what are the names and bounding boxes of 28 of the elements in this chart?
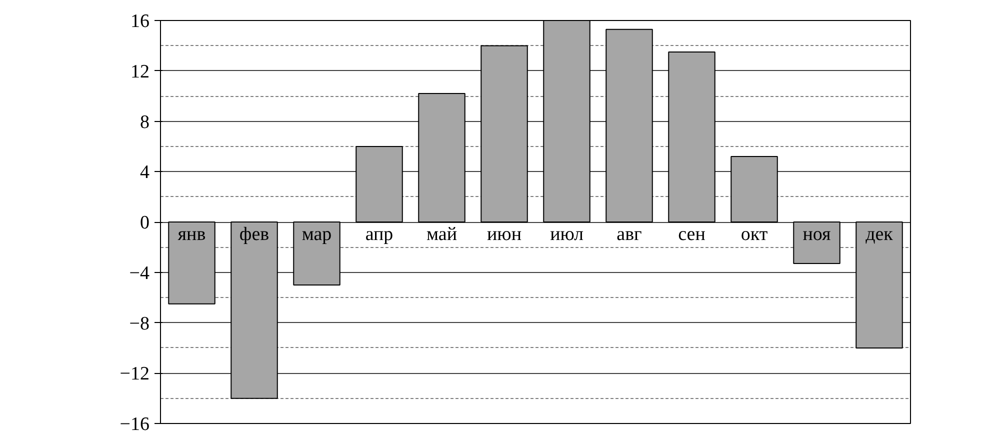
x-tick-label: июл	[550, 224, 584, 245]
y-tick-label: −16	[120, 414, 150, 435]
x-tick-label: ноя	[802, 224, 832, 245]
bar	[293, 222, 340, 286]
x-tick-label: авг	[616, 224, 642, 245]
x-tick-label: мар	[302, 224, 332, 245]
x-tick-label: июн	[486, 224, 522, 245]
x-tick-label: янв	[178, 224, 206, 245]
x-tick-label: апр	[365, 224, 394, 245]
y-tick-label: 8	[140, 112, 150, 133]
y-tick-label: −12	[120, 364, 150, 385]
x-tick-label: май	[426, 224, 458, 245]
x-tick-label: сен	[678, 224, 706, 245]
y-tick-label: 12	[130, 61, 150, 82]
x-tick-label: дек	[866, 224, 894, 245]
y-tick-label: −8	[129, 313, 150, 334]
y-tick-label: −4	[129, 262, 150, 284]
x-tick-label: окт	[740, 224, 768, 245]
bar	[168, 222, 216, 304]
y-tick-label: 0	[140, 212, 150, 234]
y-tick-label: 4	[140, 162, 150, 184]
bar	[418, 93, 466, 222]
x-tick-label: фев	[239, 224, 270, 245]
bar	[730, 156, 778, 222]
bar	[356, 146, 403, 222]
bar	[856, 222, 903, 348]
bar	[793, 222, 840, 264]
y-tick-label: 16	[130, 11, 150, 32]
